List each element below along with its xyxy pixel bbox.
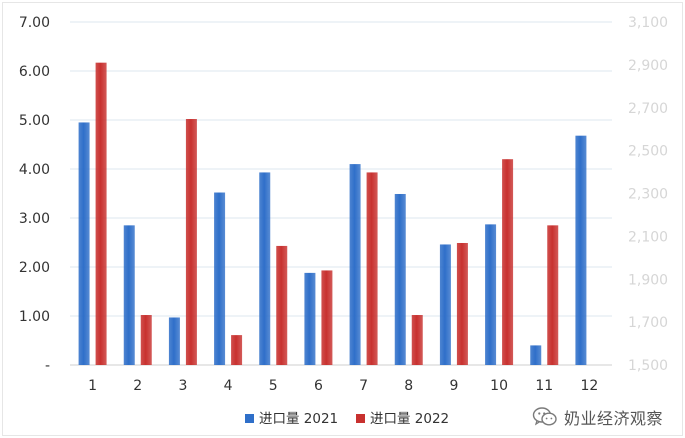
y2-tick-label: 2,700: [628, 101, 668, 117]
bar-2022-8: [411, 315, 423, 365]
x-tick-label: 10: [490, 378, 508, 394]
bar-2022-7: [366, 172, 378, 365]
x-tick-label: 9: [449, 378, 458, 394]
x-tick-label: 7: [359, 378, 368, 394]
x-tick-label: 6: [314, 378, 323, 394]
bar-2022-3: [185, 119, 197, 366]
y2-tick-label: 3,100: [628, 15, 668, 31]
x-tick-label: 1: [88, 378, 97, 394]
x-tick-label: 5: [269, 378, 278, 394]
grid-lines: [70, 21, 612, 366]
y-tick-label: 3.00: [19, 211, 50, 227]
y2-tick-label: 2,100: [628, 229, 668, 245]
bar-2021-8: [394, 193, 406, 365]
y-tick-label: 1.00: [19, 309, 50, 325]
y2-tick-label: 1,700: [628, 315, 668, 331]
x-tick-label: 3: [178, 378, 187, 394]
y-tick-label: -: [45, 358, 50, 374]
y-tick-label: 6.00: [19, 64, 50, 80]
y2-tick-label: 2,300: [628, 187, 668, 203]
bar-2021-11: [530, 345, 542, 365]
legend: 进口量 2021 进口量 2022: [245, 411, 449, 427]
bar-2022-2: [140, 315, 152, 365]
bar-2021-1: [78, 122, 90, 365]
axes: - 1.00 2.00 3.00 4.00 5.00 6.00 7.00 1,500 1,700 1…: [19, 15, 668, 394]
bar-2021-10: [485, 224, 497, 365]
bars: [78, 62, 587, 366]
bar-2021-2: [123, 225, 135, 365]
bar-2021-6: [304, 272, 316, 365]
bar-2022-11: [547, 225, 559, 365]
legend-swatch: [356, 414, 365, 423]
bar-2022-10: [502, 159, 514, 365]
watermark: 奶业经济观察: [532, 404, 663, 430]
watermark-text: 奶业经济观察: [564, 409, 664, 428]
y2-tick-label: 1,500: [628, 358, 668, 374]
y-tick-label: 4.00: [19, 162, 50, 178]
y2-tick-label: 2,900: [628, 58, 668, 74]
y-tick-label: 7.00: [19, 15, 50, 31]
legend-label: 进口量 2021: [259, 411, 338, 427]
bar-2022-9: [456, 242, 468, 365]
bar-2022-5: [276, 245, 288, 365]
bar-2021-12: [575, 135, 587, 365]
y-tick-label: 2.00: [19, 260, 50, 276]
bar-2021-3: [168, 317, 180, 365]
legend-label: 进口量 2022: [370, 411, 449, 427]
x-tick-label: 4: [224, 378, 233, 394]
bar-2022-4: [231, 335, 243, 365]
x-tick-label: 2: [133, 378, 142, 394]
y-tick-label: 5.00: [19, 113, 50, 129]
bar-2021-4: [214, 192, 226, 365]
y2-tick-label: 2,500: [628, 144, 668, 160]
bar-2021-9: [439, 244, 451, 365]
bar-2021-5: [259, 172, 271, 365]
bar-2021-7: [349, 164, 361, 365]
wechat-icon: [532, 407, 557, 426]
bar-2022-1: [95, 62, 107, 366]
y2-tick-label: 1,900: [628, 272, 668, 288]
x-tick-label: 8: [404, 378, 413, 394]
x-tick-label: 11: [535, 378, 553, 394]
bar-2022-6: [321, 270, 333, 365]
x-tick-label: 12: [581, 378, 599, 394]
legend-swatch: [245, 414, 254, 423]
